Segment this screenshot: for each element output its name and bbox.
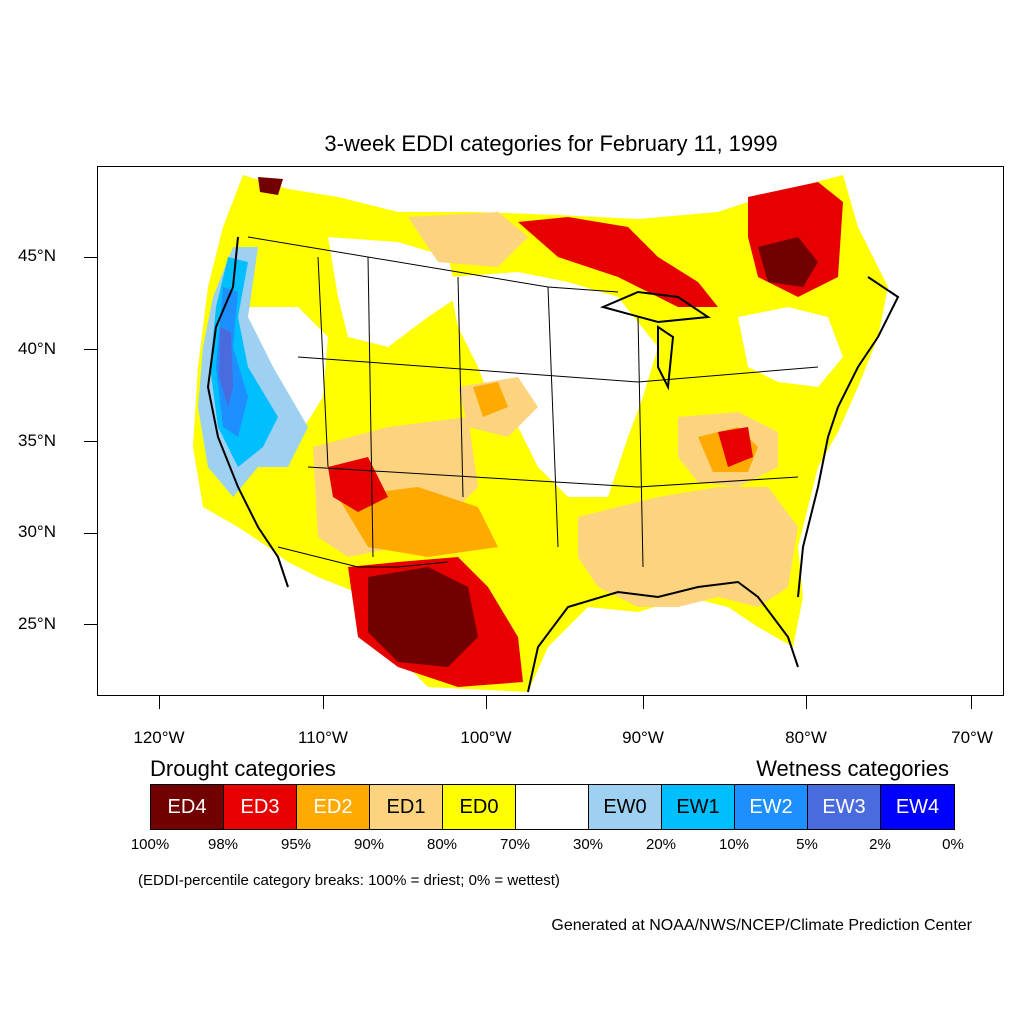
lat-label-25: 25°N: [18, 614, 56, 633]
ed4-northwest: [258, 177, 283, 195]
lat-label-30: 30°N: [18, 522, 56, 541]
ed3-great-lakes: [518, 217, 718, 307]
legend-box-ew0: EW0: [589, 785, 662, 829]
percentile-break-label: 20%: [645, 836, 677, 853]
ed3-southeast-states: [718, 427, 753, 467]
lat-tick-40: [84, 349, 97, 350]
ed4-west-texas: [368, 567, 478, 667]
legend-box-ew3: EW3: [808, 785, 881, 829]
lon-tick-110: [323, 696, 324, 709]
border-7: [307, 466, 799, 488]
gulf-coastline: [527, 580, 799, 693]
state-borders: [247, 236, 819, 568]
border-6: [297, 356, 819, 383]
lat-label-40: 40°N: [18, 339, 56, 358]
lat-label-35: 35°N: [18, 431, 56, 450]
coastlines: [206, 236, 900, 693]
legend-box-ed1: ED1: [370, 785, 443, 829]
percentile-break-label: 70%: [499, 836, 531, 853]
lon-label-70: 70°W: [951, 728, 993, 747]
lon-tick-100: [486, 696, 487, 709]
mexico-border: [277, 546, 449, 568]
border-2: [367, 256, 374, 558]
category-legend: ED4 ED3 ED2 ED1 ED0 EW0 EW1 EW2 EW3 EW4: [150, 784, 955, 830]
percentile-break-label: 30%: [572, 836, 604, 853]
lake-michigan: [657, 325, 675, 391]
neutral-central-plains: [448, 272, 658, 497]
eddi-map: [193, 175, 900, 693]
lon-label-110: 110°W: [298, 728, 348, 747]
neutral-northern-rockies: [328, 237, 458, 347]
pacific-coastline: [206, 236, 289, 588]
legend-box-ew2: EW2: [735, 785, 808, 829]
ed1-north: [408, 212, 528, 267]
ed4-ontario: [758, 237, 818, 287]
wetness-categories-heading: Wetness categories: [756, 756, 949, 781]
map-title: 3-week EDDI categories for February 11, …: [324, 131, 778, 156]
category-breaks-note: (EDDI-percentile category breaks: 100% =…: [138, 872, 560, 889]
ed1-southeast: [578, 487, 798, 607]
drought-categories-heading: Drought categories: [150, 756, 336, 781]
percentile-break-label: 100%: [130, 836, 170, 853]
border-5: [637, 316, 644, 568]
ed2-southern-plains: [338, 487, 498, 557]
legend-box-neutral: [516, 785, 589, 829]
legend-box-ed4: ED4: [151, 785, 224, 829]
lon-label-100: 100°W: [460, 728, 512, 747]
lat-tick-35: [84, 441, 97, 442]
ew3-pacific-coast: [219, 327, 233, 407]
lat-tick-30: [84, 533, 97, 534]
lon-tick-120: [159, 696, 160, 709]
legend-box-ew4: EW4: [881, 785, 954, 829]
lat-tick-25: [84, 624, 97, 625]
lon-tick-70: [971, 696, 972, 709]
lake-superior: [599, 290, 711, 324]
percentile-break-label: 2%: [869, 836, 891, 853]
lon-label-90: 90°W: [622, 728, 664, 747]
percentile-break-label: 95%: [280, 836, 312, 853]
lat-label-45: 45°N: [18, 246, 56, 265]
percentile-break-label: 98%: [207, 836, 239, 853]
percentile-break-label: 10%: [718, 836, 750, 853]
legend-box-ew1: EW1: [662, 785, 735, 829]
eddi-field: [193, 175, 888, 692]
atlantic-coastline: [797, 276, 900, 598]
ed2-kansas: [473, 382, 508, 417]
percentile-break-label: 80%: [426, 836, 458, 853]
percentile-break-label: 5%: [796, 836, 818, 853]
lon-label-80: 80°W: [785, 728, 827, 747]
border-4: [547, 286, 559, 548]
legend-box-ed3: ED3: [224, 785, 297, 829]
lat-tick-45: [84, 257, 97, 258]
percentile-break-label: 90%: [353, 836, 385, 853]
border-1: [317, 256, 329, 468]
lon-tick-80: [806, 696, 807, 709]
lon-label-120: 120°W: [133, 728, 185, 747]
map-panel: [97, 166, 1004, 696]
percentile-break-label: 0%: [942, 836, 964, 853]
legend-box-ed0: ED0: [443, 785, 516, 829]
lon-tick-90: [643, 696, 644, 709]
legend-box-ed2: ED2: [297, 785, 370, 829]
border-3: [457, 276, 464, 498]
credit-line: Generated at NOAA/NWS/NCEP/Climate Predi…: [551, 917, 972, 934]
